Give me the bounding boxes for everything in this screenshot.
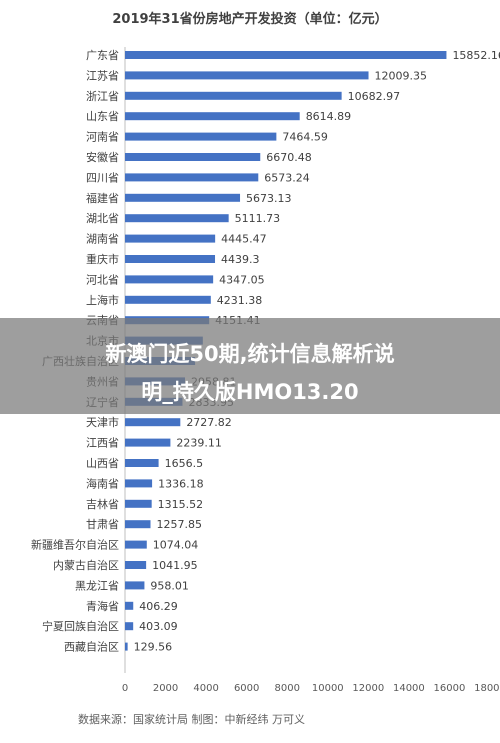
bar	[125, 295, 211, 304]
category-label: 新疆维吾尔自治区	[31, 538, 119, 552]
x-tick-label: 18000	[474, 683, 500, 694]
bar	[125, 173, 259, 182]
data-label: 4231.38	[217, 294, 263, 307]
bar	[125, 91, 342, 100]
category-label: 江西省	[86, 437, 119, 450]
bar	[125, 438, 171, 447]
bar	[125, 153, 261, 161]
data-label: 2239.11	[176, 437, 222, 450]
data-label: 403.09	[139, 620, 178, 633]
category-label: 吉林省	[86, 497, 119, 511]
category-label: 广东省	[86, 49, 119, 62]
data-label: 8614.89	[306, 110, 352, 123]
bar	[125, 418, 181, 427]
data-label: 7464.59	[282, 131, 328, 144]
bar	[125, 622, 134, 631]
category-label: 内蒙古自治区	[53, 558, 119, 572]
x-tick-label: 16000	[434, 683, 466, 694]
data-label: 4439.3	[221, 253, 260, 266]
category-label: 海南省	[86, 476, 119, 490]
data-label: 1315.52	[158, 498, 204, 511]
bar	[125, 499, 152, 508]
chart-title: 2019年31省份房地产开发投资（单位：亿元）	[112, 12, 388, 27]
data-label: 5111.73	[235, 212, 281, 225]
banner-headline-line1: 新澳门近50期,统计信息解析说	[105, 342, 395, 366]
bar	[125, 234, 216, 243]
category-label: 四川省	[86, 171, 119, 184]
bar	[125, 112, 300, 121]
bar	[125, 193, 241, 202]
bar	[125, 520, 151, 529]
x-tick-label: 6000	[234, 683, 259, 694]
category-label: 天津市	[86, 415, 119, 429]
category-label: 江苏省	[86, 69, 119, 82]
data-label: 1257.85	[157, 518, 203, 531]
data-label: 129.56	[134, 641, 173, 654]
category-label: 山东省	[86, 110, 119, 123]
data-label: 2727.82	[186, 416, 232, 429]
x-tick-label: 0	[122, 683, 128, 694]
data-label: 1041.95	[152, 559, 198, 572]
category-label: 安徽省	[86, 150, 119, 164]
data-label: 4445.47	[221, 233, 267, 246]
data-label: 10682.97	[348, 90, 401, 103]
category-label: 甘肃省	[86, 518, 119, 531]
bar	[125, 132, 277, 141]
data-label: 1336.18	[158, 477, 204, 490]
category-label: 福建省	[86, 191, 119, 205]
x-tick-label: 8000	[274, 683, 299, 694]
category-label: 青海省	[86, 599, 119, 613]
bar	[125, 601, 134, 610]
bar	[125, 255, 216, 263]
data-label: 4347.05	[219, 273, 264, 286]
bar	[125, 51, 447, 59]
x-tick-label: 4000	[193, 683, 218, 694]
source-note: 数据来源：国家统计局 制图：中新经纬 万可义	[78, 713, 305, 726]
data-label: 1656.5	[165, 457, 204, 470]
bar	[125, 561, 147, 569]
category-label: 宁夏回族自治区	[42, 619, 119, 633]
category-label: 黑龙江省	[75, 579, 119, 592]
x-tick-label: 14000	[393, 683, 425, 694]
category-label: 西藏自治区	[64, 640, 119, 654]
x-tick-label: 10000	[312, 683, 344, 694]
x-tick-label: 12000	[352, 683, 384, 694]
category-label: 浙江省	[86, 90, 119, 103]
bar	[125, 459, 159, 467]
bar	[125, 214, 229, 223]
overlay-banner	[0, 318, 500, 414]
bar	[125, 540, 147, 549]
category-label: 重庆市	[86, 252, 119, 266]
category-label: 湖南省	[86, 233, 119, 246]
category-label: 上海市	[86, 293, 119, 307]
data-label: 958.01	[150, 579, 189, 592]
category-label: 河南省	[86, 131, 119, 144]
bar	[125, 581, 145, 590]
data-label: 1074.04	[153, 539, 199, 552]
data-label: 406.29	[139, 600, 178, 613]
bar	[125, 71, 369, 80]
data-label: 12009.35	[375, 69, 428, 82]
data-label: 15852.16	[452, 49, 500, 62]
category-label: 河北省	[86, 273, 119, 286]
category-label: 湖北省	[86, 212, 119, 225]
data-label: 5673.13	[246, 192, 291, 205]
x-tick-label: 2000	[153, 683, 178, 694]
data-label: 6573.24	[264, 171, 310, 184]
category-label: 山西省	[86, 457, 119, 470]
bar	[125, 479, 153, 488]
bar	[125, 275, 214, 284]
data-label: 6670.48	[266, 151, 312, 164]
bar	[125, 642, 128, 651]
banner-headline-line2: 明_持久版HMO13.20	[141, 380, 359, 404]
